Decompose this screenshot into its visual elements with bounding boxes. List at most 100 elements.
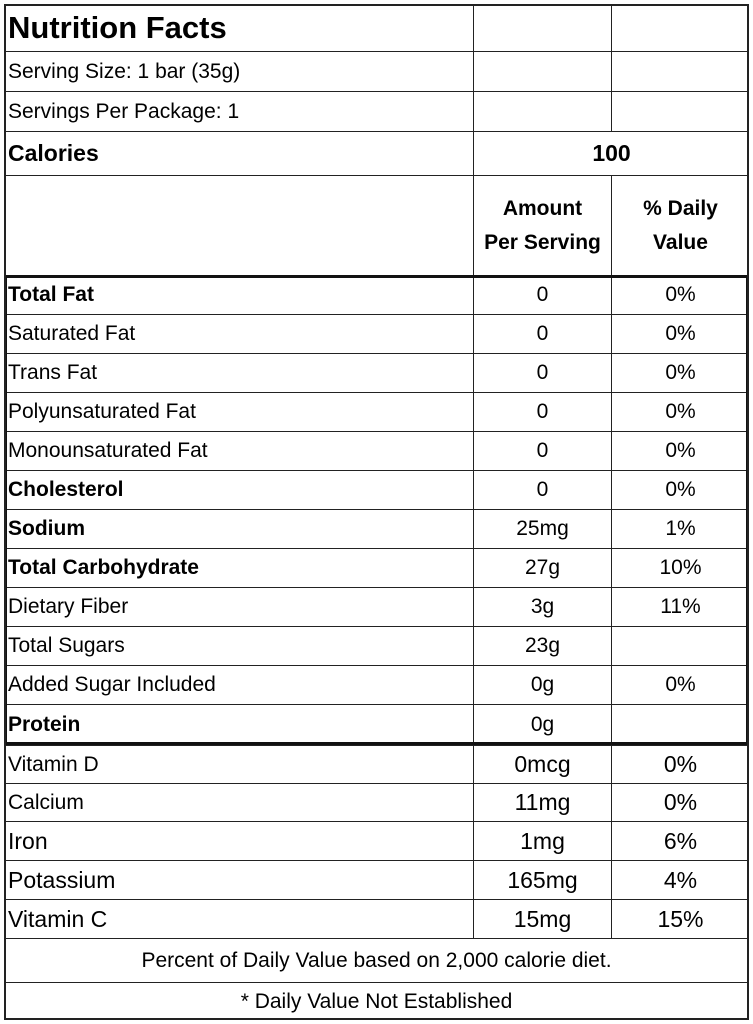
amount-header-line1: Amount — [502, 196, 583, 220]
empty-cell — [473, 4, 611, 51]
nutrient-row: Dietary Fiber 3g 11% — [4, 587, 749, 626]
vitamin-name: Potassium — [8, 866, 116, 893]
nutrient-amount: 0 — [536, 283, 549, 306]
nutrient-name: Monounsaturated Fat — [8, 439, 208, 462]
nutrient-amount-cell: 23g — [473, 627, 611, 665]
nutrient-name-cell: Monounsaturated Fat — [4, 432, 473, 470]
empty-cell — [611, 4, 749, 51]
vitamin-amount-cell: 0mcg — [473, 746, 611, 783]
nutrient-amount: 3g — [530, 595, 555, 618]
nutrient-name: Sodium — [8, 517, 85, 540]
nutrient-row: Total Sugars 23g — [4, 626, 749, 665]
nutrient-amount: 0 — [536, 400, 549, 423]
nutrient-amount-cell: 0 — [473, 315, 611, 353]
serving-size: Serving Size: 1 bar (35g) — [8, 59, 241, 83]
nutrient-name-cell: Total Fat — [4, 276, 473, 314]
nutrient-amount-cell: 25mg — [473, 510, 611, 548]
nutrient-name: Total Sugars — [8, 634, 125, 657]
nutrient-amount-cell: 0 — [473, 354, 611, 392]
amount-header-cell: Amount Per Serving — [473, 176, 611, 275]
nutrient-row: Total Fat 0 0% — [4, 275, 749, 314]
nutrient-amount: 27g — [524, 556, 561, 579]
nutrient-name: Total Fat — [8, 283, 94, 306]
servings-per-package-cell: Servings Per Package: 1 — [4, 92, 473, 131]
nutrient-name-cell: Saturated Fat — [4, 315, 473, 353]
empty-cell — [611, 92, 749, 131]
calories-value: 100 — [592, 140, 631, 166]
nutrient-name: Dietary Fiber — [8, 595, 129, 618]
nutrient-amount: 0 — [536, 439, 549, 462]
nutrient-name-cell: Cholesterol — [4, 471, 473, 509]
vitamin-dv: 0% — [663, 789, 698, 815]
nutrient-amount-cell: 0g — [473, 666, 611, 704]
vitamin-dv-cell: 6% — [611, 822, 749, 860]
nutrient-amount-cell: 0 — [473, 471, 611, 509]
nutrient-amount-cell: 0 — [473, 432, 611, 470]
vitamin-dv: 15% — [657, 905, 704, 932]
vitamin-dv: 0% — [663, 751, 698, 777]
nutrient-name-cell: Polyunsaturated Fat — [4, 393, 473, 431]
vitamin-dv-cell: 0% — [611, 746, 749, 783]
nutrient-name: Added Sugar Included — [8, 673, 216, 696]
vitamin-name-cell: Potassium — [4, 861, 473, 899]
vitamin-name-cell: Calcium — [4, 784, 473, 821]
column-header-row: Amount Per Serving % Daily Value — [4, 175, 749, 275]
nutrient-dv-cell: 1% — [611, 510, 749, 548]
nutrient-dv-cell — [611, 627, 749, 665]
nutrient-dv: 0% — [665, 283, 696, 306]
nutrient-amount: 0g — [530, 673, 555, 696]
nutrient-dv-cell: 0% — [611, 393, 749, 431]
vitamin-amount-cell: 165mg — [473, 861, 611, 899]
nutrient-dv-cell: 0% — [611, 666, 749, 704]
nutrient-name-cell: Protein — [4, 705, 473, 745]
vitamin-dv-cell: 4% — [611, 861, 749, 899]
nutrient-row: Trans Fat 0 0% — [4, 353, 749, 392]
nutrient-row: Total Carbohydrate 27g 10% — [4, 548, 749, 587]
footnote-cell: Percent of Daily Value based on 2,000 ca… — [4, 939, 749, 982]
calories-label: Calories — [8, 140, 99, 166]
nutrient-amount: 0 — [536, 322, 549, 345]
vitamin-name: Calcium — [8, 790, 84, 814]
title-row: Nutrition Facts — [4, 4, 749, 51]
vitamin-amount-cell: 15mg — [473, 900, 611, 938]
nutrient-name-cell: Dietary Fiber — [4, 588, 473, 626]
vitamin-row: Vitamin C 15mg 15% — [4, 899, 749, 938]
vitamin-row: Vitamin D 0mcg 0% — [4, 745, 749, 783]
nutrient-dv: 0% — [665, 322, 696, 345]
vitamin-amount: 15mg — [513, 905, 572, 932]
nutrient-row: Sodium 25mg 1% — [4, 509, 749, 548]
vitamin-dv-cell: 15% — [611, 900, 749, 938]
dv-header-line2: Value — [653, 230, 708, 254]
nutrient-dv-cell: 0% — [611, 315, 749, 353]
nutrient-dv: 0% — [665, 361, 696, 384]
nutrient-amount: 0 — [536, 361, 549, 384]
vitamin-amount: 1mg — [520, 827, 565, 854]
footnote-cell: * Daily Value Not Established — [4, 983, 749, 1020]
vitamin-dv: 4% — [663, 866, 698, 893]
vitamin-dv-cell: 0% — [611, 784, 749, 821]
nutrient-name: Total Carbohydrate — [8, 556, 199, 579]
vitamin-amount: 165mg — [507, 866, 578, 893]
nutrient-row: Saturated Fat 0 0% — [4, 314, 749, 353]
serving-size-row: Serving Size: 1 bar (35g) — [4, 51, 749, 91]
nutrient-name-cell: Total Carbohydrate — [4, 549, 473, 587]
nutrient-name: Trans Fat — [8, 361, 98, 384]
empty-cell — [611, 52, 749, 91]
nutrient-dv-cell: 11% — [611, 588, 749, 626]
vitamin-name-cell: Vitamin D — [4, 746, 473, 783]
nutrient-name: Saturated Fat — [8, 322, 136, 345]
vitamin-amount-cell: 11mg — [473, 784, 611, 821]
nutrient-amount-cell: 3g — [473, 588, 611, 626]
vitamin-row: Calcium 11mg 0% — [4, 783, 749, 821]
vitamin-amount: 0mcg — [514, 751, 571, 777]
vitamin-name: Vitamin D — [8, 752, 99, 776]
nutrient-dv: 0% — [665, 400, 696, 423]
nutrient-row: Polyunsaturated Fat 0 0% — [4, 392, 749, 431]
calories-value-cell: 100 — [473, 132, 749, 175]
footnote-row: * Daily Value Not Established — [4, 982, 749, 1020]
nutrition-facts-label: Nutrition Facts Serving Size: 1 bar (35g… — [4, 4, 749, 1020]
vitamin-amount: 11mg — [514, 789, 571, 815]
nutrient-amount-cell: 0 — [473, 393, 611, 431]
servings-per-package-row: Servings Per Package: 1 — [4, 91, 749, 131]
vitamin-row: Iron 1mg 6% — [4, 821, 749, 860]
